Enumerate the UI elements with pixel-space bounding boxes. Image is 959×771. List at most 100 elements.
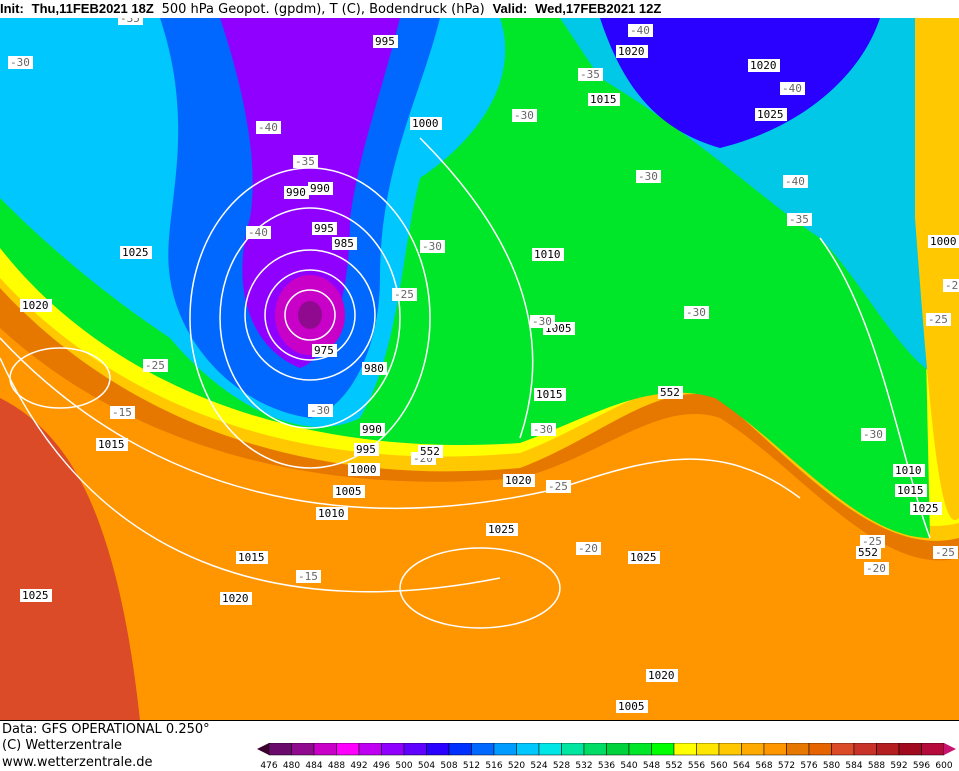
temperature-label-box xyxy=(546,480,571,493)
legend-swatch xyxy=(876,743,900,756)
isobar-label: 995 xyxy=(356,443,376,456)
isobars xyxy=(0,137,931,629)
legend-swatch xyxy=(471,743,495,756)
isobar-label-box xyxy=(284,186,309,199)
website-link[interactable]: www.wetterzentrale.de xyxy=(2,755,153,770)
temperature-label: -25 xyxy=(928,313,948,326)
legend-tick-label: 560 xyxy=(710,761,727,771)
isobar-label: 975 xyxy=(314,344,334,357)
legend-tick-label: 492 xyxy=(350,761,367,771)
temperature-label: -40 xyxy=(258,121,278,134)
isobar-label-box xyxy=(410,117,442,130)
temperature-label-box xyxy=(943,279,959,292)
temperature-label-box xyxy=(926,313,951,326)
temperature-label-box xyxy=(783,175,808,188)
legend-swatch xyxy=(606,743,630,756)
legend-swatch xyxy=(358,743,382,756)
isobar-label-box xyxy=(333,485,365,498)
legend-tick-label: 556 xyxy=(688,761,705,771)
isobar-label-box xyxy=(588,93,620,106)
geopotential-label-box xyxy=(418,445,443,458)
temperature-label: -30 xyxy=(514,109,534,122)
temperature-label: -30 xyxy=(638,170,658,183)
isobar-label: 1025 xyxy=(22,589,49,602)
isobar-label: 1000 xyxy=(350,463,377,476)
isobar-label: 1025 xyxy=(757,108,784,121)
isobar-label-box xyxy=(312,222,337,235)
legend-tick-label: 548 xyxy=(643,761,660,771)
legend-swatch xyxy=(538,743,562,756)
isobar-label: 1025 xyxy=(488,523,515,536)
temperature-label: -25 xyxy=(548,480,568,493)
isobar-label: 1015 xyxy=(590,93,617,106)
temperature-label: -30 xyxy=(532,315,552,328)
temperature-label: -40 xyxy=(785,175,805,188)
temperature-label-box xyxy=(576,542,601,555)
geopotential-label-box xyxy=(856,546,881,559)
temperature-label-box xyxy=(636,170,661,183)
legend-tick-label: 508 xyxy=(440,761,457,771)
temperature-label: -30 xyxy=(310,404,330,417)
isobar-label: 1020 xyxy=(222,592,249,605)
temperature-label-box xyxy=(392,288,417,301)
isobar-label: 1015 xyxy=(238,551,265,564)
legend-swatch xyxy=(741,743,765,756)
temperature-label-box xyxy=(684,306,709,319)
isobar-label: 1025 xyxy=(630,551,657,564)
legend-tick-label: 524 xyxy=(530,761,547,771)
legend-swatch xyxy=(944,743,956,755)
isobar-label-box xyxy=(755,108,787,121)
legend-tick-label: 596 xyxy=(913,761,930,771)
isobar-label-box xyxy=(96,438,128,451)
legend-swatch xyxy=(786,743,810,756)
temperature-label: -25 xyxy=(145,359,165,372)
legend-tick-label: 576 xyxy=(800,761,817,771)
legend-tick-label: 528 xyxy=(553,761,570,771)
temperature-label: -30 xyxy=(686,306,706,319)
temperature-label: -40 xyxy=(248,226,268,239)
legend-swatch xyxy=(257,743,269,755)
temperature-label: -40 xyxy=(782,82,802,95)
temperature-label-box xyxy=(420,240,445,253)
geopotential-label: 552 xyxy=(660,386,680,399)
temperature-label-box xyxy=(780,82,805,95)
temperature-label: -30 xyxy=(422,240,442,253)
isobar-label: 995 xyxy=(375,35,395,48)
isobar-label-box xyxy=(354,443,379,456)
isobar-label-box xyxy=(646,669,678,682)
legend-swatch xyxy=(313,743,337,756)
legend-swatch xyxy=(291,743,315,756)
orange-zone xyxy=(0,328,959,720)
isobar-label-box xyxy=(616,700,648,713)
legend-swatch xyxy=(763,743,787,756)
legend-tick-label: 480 xyxy=(283,761,300,771)
isobar-label-box xyxy=(312,344,337,357)
isobar-label-box xyxy=(316,507,348,520)
isobar-label-box xyxy=(616,45,648,58)
temperature-label-box xyxy=(860,535,885,548)
map-footer: Data: GFS OPERATIONAL 0.250° (C) Wetterz… xyxy=(0,720,959,771)
isobar-label: 1020 xyxy=(22,299,49,312)
east-border-zone xyxy=(915,18,959,521)
isobar-label: 990 xyxy=(310,182,330,195)
legend-swatch xyxy=(516,743,540,756)
temperature-label-box xyxy=(256,121,281,134)
legend-tick-label: 588 xyxy=(868,761,885,771)
valid-time: Wed,17FEB2021 12Z xyxy=(535,1,662,16)
isobar-label-box xyxy=(120,246,152,259)
isobar-label: 995 xyxy=(314,222,334,235)
geopotential-label: 552 xyxy=(858,546,878,559)
temperature-label-box xyxy=(246,226,271,239)
isobar-label-box xyxy=(486,523,518,536)
legend-swatch xyxy=(651,743,675,756)
legend-tick-label: 572 xyxy=(778,761,795,771)
legend-tick-label: 564 xyxy=(733,761,750,771)
init-time: Thu,11FEB2021 18Z xyxy=(31,1,154,16)
isobar-label: 1020 xyxy=(750,59,777,72)
isobar-label: 1010 xyxy=(318,507,345,520)
geopotential-label-box xyxy=(658,386,683,399)
copyright: (C) Wetterzentrale xyxy=(2,738,123,753)
isobar-label-box xyxy=(910,502,942,515)
temperature-label-box xyxy=(578,68,603,81)
temperature-label: -35 xyxy=(295,155,315,168)
